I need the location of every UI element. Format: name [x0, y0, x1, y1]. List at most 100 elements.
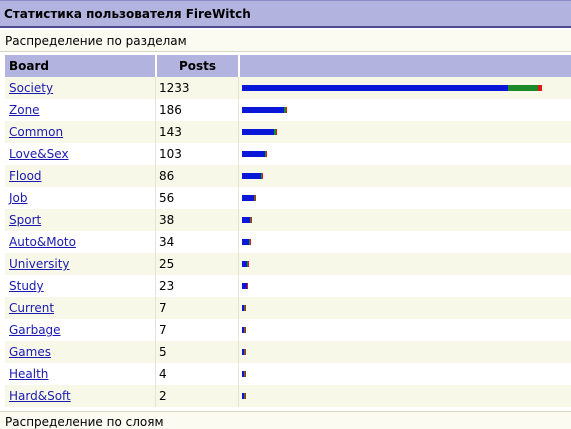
- section-header-boards: Распределение по разделам: [0, 30, 571, 52]
- column-divider: [238, 99, 239, 121]
- column-divider: [155, 297, 156, 319]
- board-name-cell: Society: [9, 81, 53, 95]
- column-divider: [155, 77, 156, 99]
- board-link[interactable]: Garbage: [9, 323, 61, 337]
- bar-segment-green: [244, 393, 245, 399]
- distribution-bar: [242, 173, 263, 179]
- board-name-cell: Hard&Soft: [9, 389, 71, 403]
- board-link[interactable]: Auto&Moto: [9, 235, 76, 249]
- column-divider: [155, 341, 156, 363]
- table-row: Hard&Soft 2: [5, 385, 571, 407]
- posts-count: 38: [159, 213, 175, 227]
- distribution-bar: [242, 261, 249, 267]
- distribution-bar: [242, 129, 277, 135]
- column-divider: [155, 363, 156, 385]
- board-link[interactable]: Love&Sex: [9, 147, 69, 161]
- board-name-cell: Zone: [9, 103, 40, 117]
- posts-count: 86: [159, 169, 175, 183]
- bar-segment-green: [250, 217, 251, 223]
- distribution-bar: [242, 349, 245, 355]
- posts-count: 2: [159, 389, 167, 403]
- board-stats-table: Board Posts Society 1233 Zone 186 Common 143 L…: [5, 55, 571, 408]
- posts-count: 23: [159, 279, 175, 293]
- posts-count: 7: [159, 323, 167, 337]
- distribution-bar: [242, 371, 245, 377]
- distribution-bar: [242, 393, 245, 399]
- column-divider: [155, 275, 156, 297]
- board-link[interactable]: Hard&Soft: [9, 389, 71, 403]
- posts-count: 103: [159, 147, 182, 161]
- board-name-cell: Auto&Moto: [9, 235, 76, 249]
- column-divider: [238, 253, 239, 275]
- bar-segment-blue: [242, 151, 265, 157]
- bar-segment-blue: [242, 107, 285, 113]
- board-link[interactable]: Games: [9, 345, 51, 359]
- column-divider: [155, 253, 156, 275]
- column-divider: [155, 121, 156, 143]
- table-row: Current 7: [5, 297, 571, 319]
- table-row: University 25: [5, 253, 571, 275]
- board-name-cell: Health: [9, 367, 48, 381]
- distribution-bar: [242, 195, 256, 201]
- board-link[interactable]: Flood: [9, 169, 42, 183]
- board-link[interactable]: University: [9, 257, 70, 271]
- board-link[interactable]: Health: [9, 367, 49, 381]
- bar-segment-red: [286, 107, 288, 113]
- bar-segment-blue: [242, 327, 245, 333]
- table-row: Garbage 7: [5, 319, 571, 341]
- bar-segment-red: [255, 195, 256, 201]
- bar-segment-blue: [242, 85, 508, 91]
- table-row: Job 56: [5, 187, 571, 209]
- distribution-bar: [242, 217, 252, 223]
- board-name-cell: Games: [9, 345, 51, 359]
- posts-count: 186: [159, 103, 182, 117]
- distribution-bar: [242, 151, 268, 157]
- board-name-cell: Flood: [9, 169, 42, 183]
- distribution-bar: [242, 239, 251, 245]
- table-row: Games 5: [5, 341, 571, 363]
- column-divider: [155, 165, 156, 187]
- bar-segment-blue: [242, 371, 245, 377]
- bar-segment-red: [276, 129, 277, 135]
- column-divider: [155, 143, 156, 165]
- column-divider: [238, 165, 239, 187]
- bar-segment-red: [266, 151, 268, 157]
- bar-segment-blue: [242, 349, 245, 355]
- column-divider: [238, 385, 239, 407]
- bar-segment-red: [537, 85, 542, 91]
- board-link[interactable]: Common: [9, 125, 64, 139]
- board-link[interactable]: Job: [9, 191, 28, 205]
- column-divider: [238, 209, 239, 231]
- bar-segment-green: [507, 85, 538, 91]
- board-name-cell: Study: [9, 279, 44, 293]
- board-link[interactable]: Study: [9, 279, 44, 293]
- bar-segment-green: [244, 371, 245, 377]
- table-row: Love&Sex 103: [5, 143, 571, 165]
- column-divider: [155, 99, 156, 121]
- board-link[interactable]: Current: [9, 301, 55, 315]
- posts-count: 1233: [159, 81, 190, 95]
- column-divider: [155, 319, 156, 341]
- column-divider: [238, 231, 239, 253]
- board-link[interactable]: Society: [9, 81, 54, 95]
- column-divider: [238, 121, 239, 143]
- posts-count: 34: [159, 235, 175, 249]
- board-name-cell: Job: [9, 191, 28, 205]
- bar-segment-blue: [242, 393, 245, 399]
- table-row: Health 4: [5, 363, 571, 385]
- section-title-boards: Распределение по разделам: [5, 34, 187, 48]
- column-divider: [238, 77, 239, 99]
- column-divider: [238, 341, 239, 363]
- bar-segment-blue: [242, 173, 261, 179]
- board-link[interactable]: Zone: [9, 103, 40, 117]
- column-divider: [155, 209, 156, 231]
- board-name-cell: Garbage: [9, 323, 61, 337]
- column-header-posts: Posts: [157, 55, 240, 77]
- table-row: Society 1233: [5, 77, 571, 99]
- distribution-bar: [242, 283, 248, 289]
- column-header-board: Board: [5, 55, 157, 77]
- bar-segment-green: [260, 173, 263, 179]
- table-row: Zone 186: [5, 99, 571, 121]
- board-link[interactable]: Sport: [9, 213, 42, 227]
- table-row: Common 143: [5, 121, 571, 143]
